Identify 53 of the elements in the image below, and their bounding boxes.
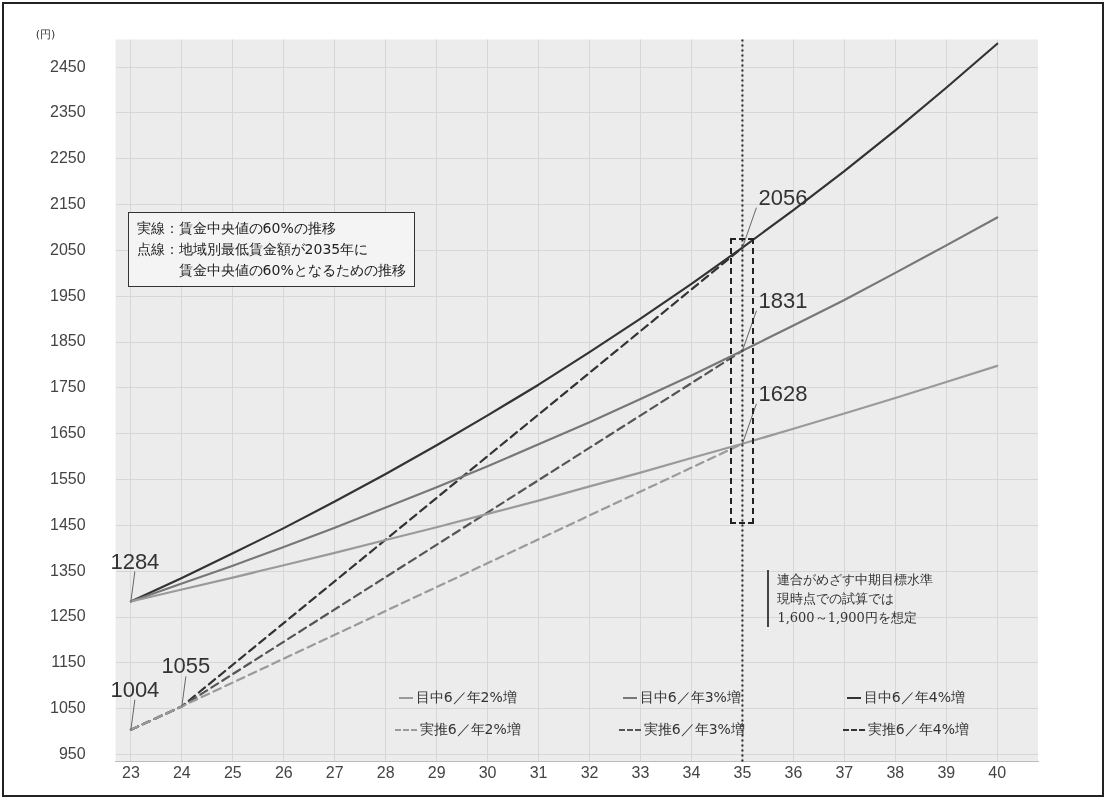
x-tick-label: 26 — [274, 764, 293, 782]
y-axis-title: (円) — [35, 27, 56, 41]
annotation: 1284 — [110, 548, 160, 574]
y-tick-label: 1750 — [50, 378, 86, 396]
legend-label: 目中6／年3%増 — [639, 689, 741, 708]
y-tick-label: 1850 — [50, 332, 86, 350]
annotation: 賃金中央値の60%となるための推移 — [177, 260, 406, 280]
x-tick-label: 39 — [937, 764, 956, 782]
y-tick-label: 950 — [58, 744, 86, 762]
x-tick-label: 34 — [682, 764, 701, 782]
x-tick-label: 38 — [886, 764, 905, 782]
x-tick-label: 37 — [835, 764, 854, 782]
x-tick-label: 24 — [172, 764, 191, 782]
y-tick-label: 2150 — [50, 194, 86, 212]
x-tick-label: 27 — [325, 764, 344, 782]
y-tick-label: 1950 — [50, 286, 86, 304]
x-tick-label: 23 — [121, 764, 140, 782]
annotation: 2056 — [758, 184, 808, 210]
x-tick-label: 40 — [988, 764, 1007, 782]
annotation: 1628 — [758, 380, 808, 406]
y-tick-label: 1450 — [50, 515, 86, 533]
y-tick-label: 1150 — [51, 653, 86, 671]
x-tick-label: 32 — [580, 764, 599, 782]
y-tick-label: 1650 — [50, 424, 86, 442]
annotation: 実線：賃金中央値の60%の推移 — [136, 218, 337, 238]
legend-label: 目中6／年4%増 — [863, 689, 965, 708]
legend-label: 実推6／年3%増 — [643, 721, 745, 740]
y-tick-label: 1050 — [50, 699, 86, 717]
legend-label: 実推6／年2%増 — [419, 721, 521, 740]
legend-label: 目中6／年2%増 — [415, 689, 517, 708]
annotation: 点線：地域別最低賃金額が2035年に — [136, 239, 370, 259]
x-tick-label: 31 — [529, 764, 548, 782]
annotation: 1831 — [758, 287, 808, 313]
x-tick-label: 28 — [376, 764, 395, 782]
y-tick-label: 1550 — [50, 469, 86, 487]
x-tick-label: 29 — [427, 764, 446, 782]
annotation: 現時点での試算では — [777, 589, 896, 608]
x-tick-label: 36 — [784, 764, 803, 782]
y-tick-label: 1250 — [50, 607, 86, 625]
annotation: 1055 — [161, 653, 211, 679]
x-tick-label: 30 — [478, 764, 497, 782]
y-tick-label: 2050 — [50, 240, 86, 258]
x-tick-label: 33 — [631, 764, 650, 782]
annotation: 1,600～1,900円を想定 — [777, 608, 918, 627]
x-tick-label: 25 — [223, 764, 242, 782]
annotation: 連合がめざす中期目標水準 — [777, 570, 934, 589]
y-tick-label: 2450 — [50, 57, 86, 75]
y-tick-label: 2350 — [50, 103, 86, 121]
y-tick-label: 2250 — [50, 149, 86, 167]
annotation: 1004 — [110, 676, 160, 702]
x-tick-label: 35 — [733, 764, 752, 782]
y-tick-label: 1350 — [50, 561, 86, 579]
legend-label: 実推6／年4%増 — [867, 721, 969, 740]
